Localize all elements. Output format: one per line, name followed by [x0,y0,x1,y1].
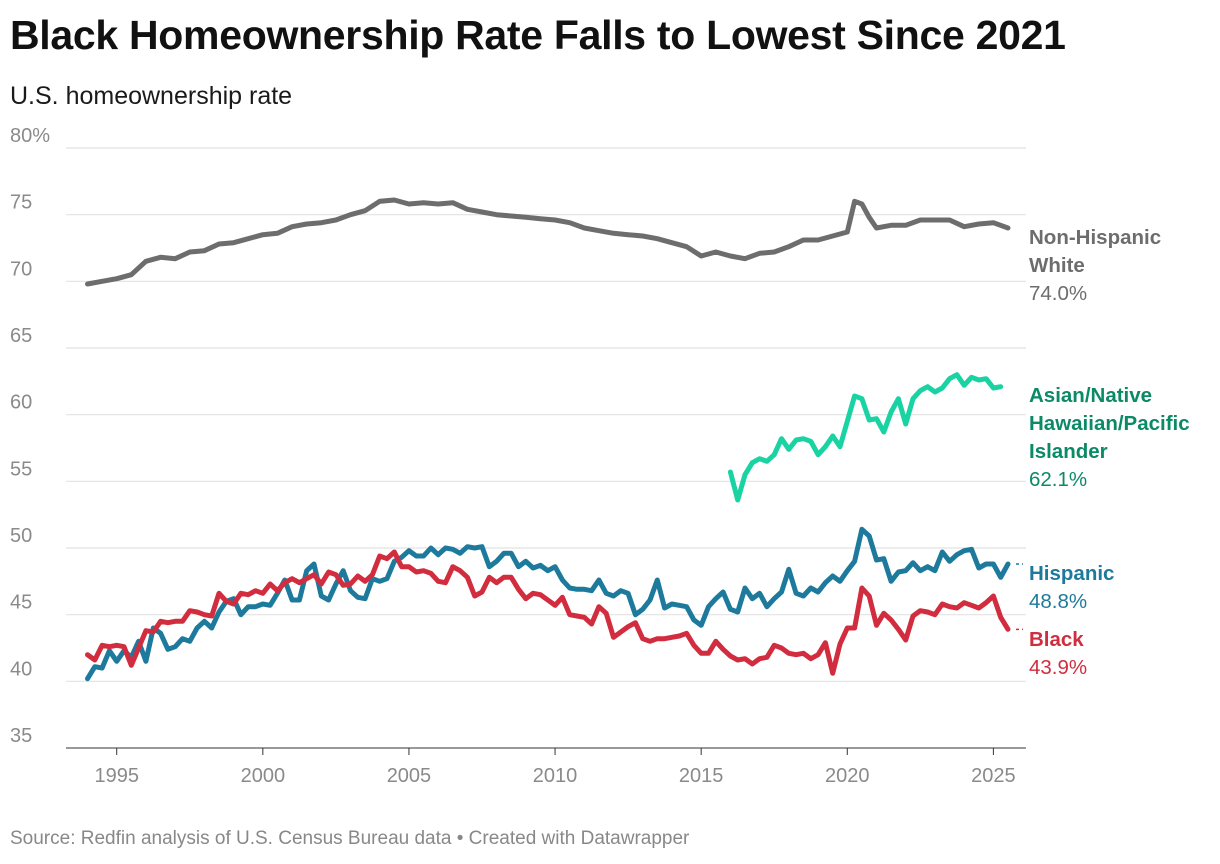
series-label-non-hispanic-white: Non-Hispanic [1029,226,1161,249]
y-tick-label-50: 50 [10,525,32,547]
source-note: Source: Redfin analysis of U.S. Census B… [10,828,690,849]
series-label-asian-native-hawaiian-pacific-islander: Asian/Native [1029,384,1152,407]
series-value-black: 43.9% [1029,656,1087,679]
y-tick-label-60: 60 [10,392,32,414]
x-tick-label-2020: 2020 [825,765,870,787]
series-line-asian-native-hawaiian-pacific-islander [727,372,1004,503]
x-tick-label-1995: 1995 [94,765,139,787]
chart-subtitle: U.S. homeownership rate [10,82,293,110]
chart-title: Black Homeownership Rate Falls to Lowest… [10,12,1066,58]
x-tick-label-2025: 2025 [971,765,1016,787]
series-label-hispanic: Hispanic [1029,562,1114,585]
x-axis: 1995 2000 2005 2010 2015 2020 2025 [94,748,1016,787]
series-label-black: Black [1029,628,1084,651]
y-axis-labels: 80% 75 70 65 60 55 50 45 40 35 [10,125,50,747]
y-tick-label-45: 45 [10,592,32,614]
x-tick-label-2005: 2005 [387,765,432,787]
x-tick-label-2015: 2015 [679,765,724,787]
y-tick-label-65: 65 [10,325,32,347]
y-tick-label-80: 80% [10,125,50,147]
x-tick-label-2010: 2010 [533,765,578,787]
y-tick-label-35: 35 [10,725,32,747]
y-tick-label-55: 55 [10,458,32,480]
series-end-labels: Non-Hispanic White 74.0% Asian/Native Hawaii… [1016,226,1190,679]
series-label-non-hispanic-white: White [1029,254,1085,277]
series-value-asian-native-hawaiian-pacific-islander: 62.1% [1029,468,1087,491]
y-gridlines [66,147,1026,749]
series-lines [85,197,1011,682]
series-line-hispanic [85,526,1011,682]
series-value-hispanic: 48.8% [1029,590,1087,613]
y-tick-label-70: 70 [10,258,32,280]
x-tick-label-2000: 2000 [241,765,286,787]
series-line-black [85,549,1011,676]
series-line-non-hispanic-white [85,197,1011,287]
series-value-non-hispanic-white: 74.0% [1029,282,1087,305]
series-label-asian-native-hawaiian-pacific-islander: Islander [1029,440,1108,463]
y-tick-label-75: 75 [10,192,32,214]
series-label-asian-native-hawaiian-pacific-islander: Hawaiian/Pacific [1029,412,1190,435]
y-tick-label-40: 40 [10,658,32,680]
